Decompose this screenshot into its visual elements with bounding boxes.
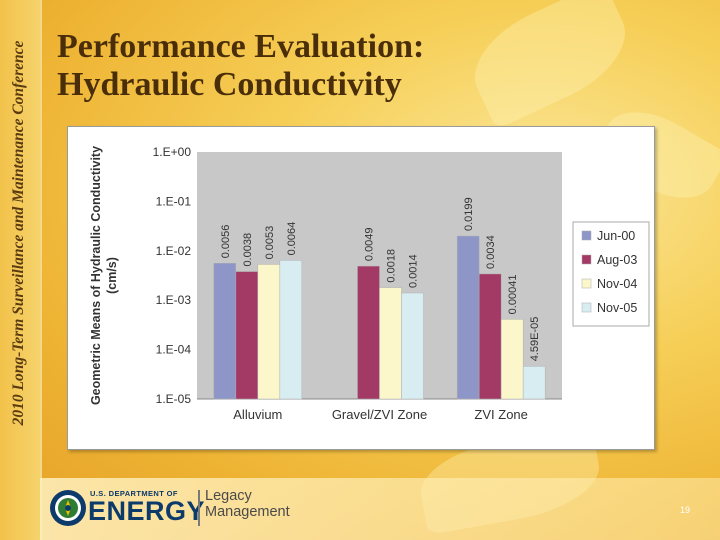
y-tick-label: 1.E-03 <box>156 293 192 307</box>
legend-entry: Nov-05 <box>597 301 637 315</box>
data-label: 0.0056 <box>220 225 232 259</box>
data-label: 0.0064 <box>286 222 298 256</box>
office-name: Legacy Management <box>205 488 290 520</box>
bar-aug-03 <box>235 271 259 400</box>
bar-nov-05 <box>522 366 546 400</box>
legend-entry: Aug-03 <box>597 253 637 267</box>
legend-entry: Nov-04 <box>597 277 637 291</box>
legend-swatch <box>581 254 592 265</box>
y-tick-label: 1.E+00 <box>153 145 192 159</box>
data-label: 0.0034 <box>485 235 497 269</box>
bar-jun-00 <box>456 235 480 400</box>
bar-nov-05 <box>401 292 424 400</box>
category-label: Gravel/ZVI Zone <box>332 407 427 422</box>
office-line-2: Management <box>205 504 290 520</box>
footer-band <box>40 478 720 540</box>
bar-aug-03 <box>357 265 380 400</box>
slide-title-line-1: Performance Evaluation: <box>57 28 425 65</box>
category-label: Alluvium <box>233 407 282 422</box>
office-line-1: Legacy <box>205 488 252 504</box>
legend-swatch <box>581 278 592 289</box>
slide-title-line-2: Hydraulic Conductivity <box>57 66 402 103</box>
category-label: ZVI Zone <box>474 407 527 422</box>
data-label: 0.0049 <box>364 227 376 261</box>
page-number: 19 <box>680 505 691 515</box>
bar-jun-00 <box>213 262 237 400</box>
footer-divider <box>198 490 200 526</box>
bar-nov-04 <box>500 319 524 400</box>
legend-swatch <box>581 302 592 313</box>
data-label: 0.00041 <box>507 275 519 315</box>
conference-caption: 2010 Long-Term Surveillance and Maintena… <box>10 40 27 426</box>
legend-entry: Jun-00 <box>597 229 635 243</box>
agency-name: ENERGY <box>88 496 206 526</box>
data-label: 0.0014 <box>408 254 420 288</box>
doe-seal-icon <box>50 490 86 526</box>
agency-line: U.S. DEPARTMENT OF <box>90 489 178 498</box>
bar-nov-04 <box>379 287 402 400</box>
bar-nov-04 <box>257 264 281 400</box>
bar-nov-05 <box>279 260 303 400</box>
data-label: 0.0018 <box>386 249 398 283</box>
data-label: 0.0053 <box>264 226 276 260</box>
data-label: 4.59E-05 <box>529 317 541 362</box>
legend-swatch <box>581 230 592 241</box>
data-label: 0.0038 <box>242 233 254 267</box>
hydraulic-conductivity-chart: 1.E+00 1.E-01 1.E-02 1.E-03 1.E-04 1.E-05 Geom… <box>89 145 650 422</box>
y-tick-label: 1.E-05 <box>156 392 192 406</box>
y-tick-label: 1.E-04 <box>156 343 192 357</box>
data-label: 0.0199 <box>463 197 475 231</box>
y-tick-label: 1.E-01 <box>156 194 192 208</box>
y-axis-label: Geometric Means of Hydraulic Conductivit… <box>89 146 119 405</box>
slide-title: Performance Evaluation: Hydraulic Conduc… <box>57 28 517 104</box>
side-bar <box>0 0 42 540</box>
y-tick-label: 1.E-02 <box>156 244 192 258</box>
chart-panel: 1.E+00 1.E-01 1.E-02 1.E-03 1.E-04 1.E-05 Geom… <box>67 126 655 450</box>
bar-aug-03 <box>478 273 502 400</box>
